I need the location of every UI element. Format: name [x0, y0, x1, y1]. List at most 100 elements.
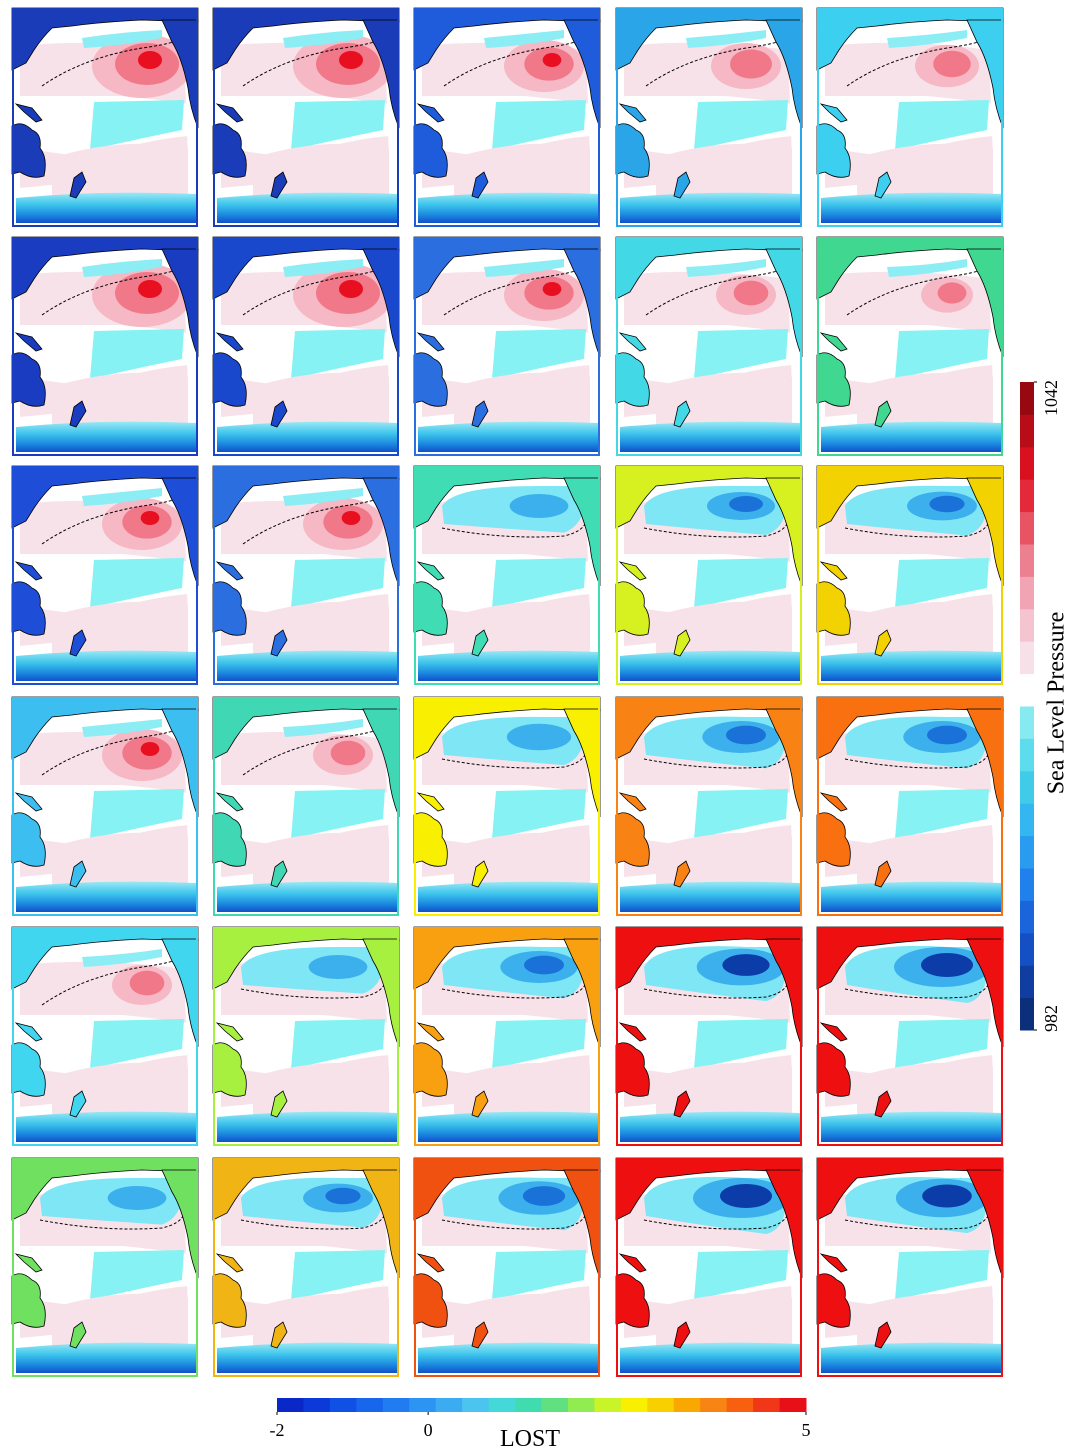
high-mid [129, 970, 165, 996]
land-top [816, 465, 1004, 529]
land-top [816, 1157, 1004, 1221]
cyan-north [686, 30, 766, 48]
colorbar-cell [541, 1398, 569, 1412]
colorbar-cell [700, 1398, 728, 1412]
pink-south [857, 832, 993, 887]
high-core [339, 51, 363, 69]
pink-south [857, 1062, 993, 1117]
southern-ocean [418, 650, 598, 681]
land-australia [816, 581, 851, 636]
pink-south [454, 1062, 590, 1117]
map-panel [413, 1157, 601, 1377]
low-core [921, 953, 973, 977]
cyan-tropics [291, 1019, 385, 1069]
land-nz [673, 1090, 691, 1118]
colorbar-cell [303, 1398, 331, 1412]
high-core [542, 53, 562, 67]
pink-south [656, 143, 792, 198]
land-nz [270, 400, 288, 428]
low-mid [509, 494, 569, 518]
zero-contour [41, 726, 185, 776]
southern-ocean [821, 192, 1001, 223]
zero-contour [643, 752, 789, 769]
land-top [11, 696, 199, 760]
zero-contour [240, 1213, 386, 1230]
map-panel [11, 465, 199, 685]
zero-contour [844, 982, 990, 999]
zero-contour [240, 982, 386, 999]
zero-contour [645, 37, 789, 87]
slp-colorbar: 982 1042 Sea Level Pressure [1020, 380, 1070, 1032]
cyan-north [887, 259, 967, 277]
southern-ocean [418, 1342, 598, 1373]
southern-ocean [821, 1342, 1001, 1373]
land-top [11, 7, 199, 71]
colorbar-cell [1020, 511, 1034, 545]
zero-contour [242, 495, 386, 545]
low-core [722, 954, 770, 976]
panel-frame [414, 1158, 600, 1377]
panel-frame [817, 697, 1003, 916]
land-islands [416, 332, 445, 352]
high-mid [730, 49, 772, 79]
southern-ocean [620, 650, 800, 681]
land-nz [471, 171, 489, 199]
land-islands [215, 561, 244, 581]
panel-frame [213, 237, 399, 456]
land-islands [618, 332, 647, 352]
land-islands [14, 332, 43, 352]
southern-ocean [418, 421, 598, 452]
colorbar-cell [620, 1398, 648, 1412]
zero-contour [441, 521, 587, 538]
land-top [615, 7, 803, 71]
land-australia [615, 123, 650, 178]
cyan-tropics [492, 789, 586, 839]
land-islands [416, 1253, 445, 1273]
land-top [212, 696, 400, 760]
panel-frame [616, 466, 802, 685]
southern-ocean [620, 1342, 800, 1373]
map-panel [212, 236, 400, 456]
land-australia [212, 581, 247, 636]
panel-frame [12, 466, 198, 685]
cyan-tropics [291, 789, 385, 839]
panel-frame [414, 8, 600, 227]
cyan-tropics [291, 558, 385, 608]
land-australia [413, 1042, 448, 1097]
land-islands [14, 1253, 43, 1273]
cyan-tropics [694, 1250, 788, 1300]
panel-frame [414, 697, 600, 916]
colorbar-cell [1020, 900, 1034, 934]
land-top [816, 926, 1004, 990]
colorbar-cell [1020, 446, 1034, 480]
pink-south [857, 1293, 993, 1348]
land-nz [673, 171, 691, 199]
panel-frame [12, 1158, 198, 1377]
pink-south [253, 143, 389, 198]
colorbar-cell [409, 1398, 437, 1412]
low-core [325, 1187, 361, 1205]
zero-contour [643, 1213, 789, 1230]
map-panel [615, 1157, 803, 1377]
colorbar-cell [1020, 576, 1034, 610]
land-australia [212, 1042, 247, 1097]
land-nz [69, 1321, 87, 1349]
cyan-tropics [895, 329, 989, 379]
zero-contour [846, 266, 990, 316]
colorbar-cell [435, 1398, 463, 1412]
map-panel [816, 236, 1004, 456]
land-australia [413, 1273, 448, 1328]
colorbar-title: LOST [500, 1426, 560, 1451]
land-top [212, 236, 400, 300]
low-core [726, 725, 766, 745]
zero-contour [441, 752, 587, 769]
cyan-tropics [90, 1250, 184, 1300]
pink-south [52, 601, 188, 656]
colorbar-cell [1020, 673, 1034, 707]
land-australia [11, 1273, 46, 1328]
zero-contour [441, 1213, 587, 1230]
low-mid [107, 1186, 167, 1210]
high-core [341, 511, 361, 525]
land-nz [471, 629, 489, 657]
map-panel [413, 465, 601, 685]
